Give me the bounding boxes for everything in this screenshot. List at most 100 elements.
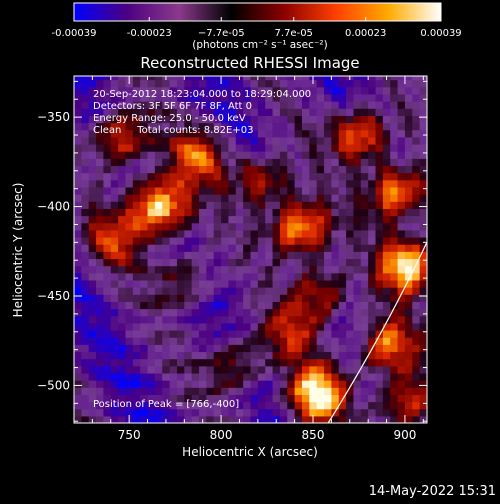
heatmap-cell (88, 143, 97, 152)
heatmap-cell (147, 265, 156, 274)
heatmap-cell (140, 236, 149, 245)
heatmap-cell (412, 101, 421, 109)
heatmap-cell (301, 129, 310, 138)
heatmap-cell (382, 158, 391, 167)
heatmap-cell (96, 372, 105, 381)
heatmap-cell (132, 222, 141, 231)
heatmap-cell (324, 372, 332, 381)
heatmap-cell (250, 358, 259, 367)
heatmap-cell (221, 229, 230, 238)
heatmap-cell (213, 251, 222, 260)
heatmap-cell (390, 408, 399, 417)
heatmap-cell (103, 208, 112, 217)
heatmap-cell (353, 201, 362, 209)
heatmap-cell (206, 322, 215, 331)
heatmap-cell (257, 380, 266, 388)
heatmap-cell (169, 101, 178, 109)
heatmap-cell (140, 401, 149, 410)
heatmap-cell (279, 93, 288, 102)
heatmap-cell (206, 265, 215, 274)
heatmap-cell (375, 151, 384, 159)
heatmap-cell (228, 315, 237, 324)
heatmap-cell (206, 76, 215, 81)
heatmap-cell (162, 365, 171, 374)
heatmap-cell (154, 344, 163, 353)
heatmap-cell (404, 365, 413, 374)
heatmap-cell (162, 308, 171, 317)
heatmap-cell (257, 122, 266, 131)
heatmap-cell (154, 79, 163, 88)
heatmap-cell (103, 279, 112, 288)
heatmap-cell (301, 151, 310, 159)
heatmap-cell (353, 258, 362, 267)
heatmap-cell (404, 229, 413, 238)
heatmap-cell (353, 165, 362, 174)
heatmap-cell (228, 172, 237, 181)
x-tick-label: 900 (393, 428, 416, 442)
heatmap-cell (235, 79, 244, 88)
heatmap-cell (228, 108, 237, 116)
heatmap-cell (404, 372, 413, 381)
heatmap-cell (103, 387, 112, 395)
heatmap-cell (184, 358, 193, 367)
heatmap-cell (360, 244, 369, 252)
heatmap-cell (346, 244, 355, 252)
heatmap-cell (199, 287, 207, 295)
heatmap-cell (140, 301, 149, 310)
heatmap-cell (81, 294, 90, 302)
heatmap-cell (257, 287, 266, 295)
heatmap-cell (74, 387, 82, 395)
heatmap-cell (360, 351, 369, 360)
heatmap-cell (110, 415, 119, 423)
heatmap-cell (250, 329, 259, 338)
heatmap-cell (184, 236, 193, 245)
heatmap-cell (221, 186, 230, 195)
heatmap-cell (191, 365, 200, 374)
heatmap-cell (140, 158, 149, 167)
heatmap-cell (88, 194, 97, 202)
heatmap-cell (243, 122, 252, 131)
heatmap-cell (279, 79, 288, 88)
heatmap-cell (397, 344, 406, 353)
heatmap-cell (191, 186, 200, 195)
heatmap-cell (375, 244, 384, 252)
heatmap-cell (368, 79, 377, 88)
heatmap-cell (162, 186, 171, 195)
heatmap-cell (309, 394, 318, 403)
heatmap-cell (88, 222, 97, 231)
heatmap-cell (404, 129, 413, 138)
heatmap-cell (162, 337, 171, 345)
heatmap-cell (316, 76, 325, 81)
heatmap-cell (279, 394, 288, 403)
heatmap-cell (404, 251, 413, 260)
heatmap-cell (103, 229, 112, 238)
heatmap-cell (375, 143, 384, 152)
heatmap-cell (338, 108, 347, 116)
heatmap-cell (338, 122, 347, 131)
heatmap-cell (132, 229, 141, 238)
heatmap-cell (228, 380, 237, 388)
heatmap-cell (287, 208, 296, 217)
heatmap-cell (213, 329, 222, 338)
heatmap-cell (96, 236, 105, 245)
heatmap-cell (206, 158, 215, 167)
heatmap-cell (419, 258, 427, 267)
heatmap-cell (257, 101, 266, 109)
heatmap-cell (147, 329, 156, 338)
heatmap-cell (110, 79, 119, 88)
heatmap-cell (353, 222, 362, 231)
heatmap-cell (360, 76, 369, 81)
heatmap-cell (199, 194, 207, 202)
heatmap-cell (81, 201, 90, 209)
heatmap-cell (309, 301, 318, 310)
heatmap-cell (294, 115, 303, 124)
heatmap-cell (213, 172, 222, 181)
heatmap-cell (265, 279, 274, 288)
heatmap-cell (132, 251, 141, 260)
heatmap-cell (213, 129, 222, 138)
heatmap-cell (324, 358, 332, 367)
heatmap-cell (419, 272, 427, 281)
heatmap-cell (74, 344, 82, 353)
heatmap-cell (235, 136, 244, 145)
annotation-detectors: Detectors: 3F 5F 6F 7F 8F, Att 0 (93, 101, 252, 112)
